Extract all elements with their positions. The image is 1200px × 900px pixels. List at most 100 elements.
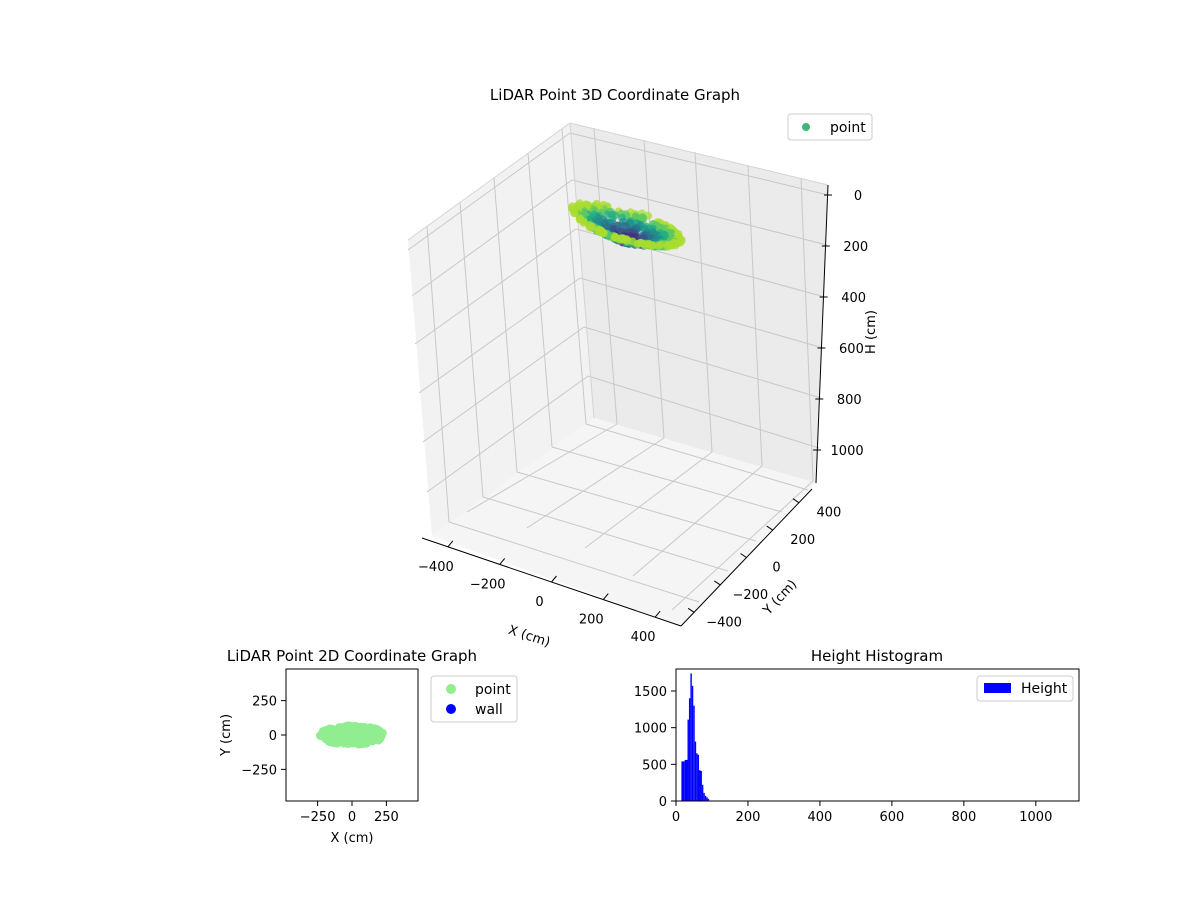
chart-3d: LiDAR Point 3D Coordinate Graph: [407, 86, 879, 651]
x-axis-label-3d: X (cm): [506, 623, 552, 651]
pane-edges: [407, 122, 829, 419]
point-3d: [663, 240, 672, 249]
y-tick-label-3d: −400: [706, 615, 742, 630]
grid-line: [422, 326, 585, 443]
point-3d: [654, 241, 663, 250]
x-tick: [499, 558, 506, 565]
grid-line: [526, 437, 665, 529]
x-tick-label-2d: 0: [348, 810, 356, 825]
point-3d: [611, 232, 620, 241]
chart-2d-title: LiDAR Point 2D Coordinate Graph: [227, 647, 477, 665]
histogram-bar: [706, 797, 708, 801]
legend-histogram: Height: [976, 675, 1074, 702]
histogram-bar: [687, 719, 689, 801]
point-3d: [596, 227, 605, 236]
legend-label-height: Height: [1021, 681, 1068, 697]
histogram-bar: [703, 792, 705, 801]
x-tick: [654, 610, 661, 618]
pane-edge: [407, 122, 571, 241]
point-2d: [351, 723, 361, 733]
z-tick-label-3d: 800: [837, 393, 862, 408]
y-tick: [766, 525, 773, 531]
z-tick-label-3d: 400: [841, 291, 866, 306]
point-3d: [633, 239, 642, 248]
legend-box: [787, 113, 873, 141]
z-tick-label-3d: 600: [839, 342, 864, 357]
point-3d: [618, 234, 627, 243]
x-tick-label-3d: −200: [470, 577, 506, 592]
y-tick-label-2d: 250: [252, 695, 277, 710]
histogram-bar: [704, 795, 707, 801]
point-2d: [337, 737, 346, 747]
histogram-bars: [681, 673, 710, 801]
y-tick: [792, 498, 800, 504]
x-tick-label-2d: 250: [374, 810, 399, 825]
x-tick-label-histogram: 200: [736, 810, 761, 825]
histogram-bar: [690, 673, 692, 801]
chart-histogram: Height Histogram 0 200 400 600 800 1000 0 500 10…: [634, 647, 1080, 825]
grid-line: [418, 277, 581, 394]
histogram-bar: [700, 770, 702, 801]
z-tick-label-3d: 1000: [831, 444, 864, 459]
pane-floor: [432, 418, 816, 626]
grid-line: [448, 521, 700, 603]
y-tick-label-3d: 200: [790, 533, 815, 548]
grid-line: [584, 451, 713, 549]
histogram-bar: [699, 770, 701, 801]
x-tick-label-histogram: 0: [672, 810, 680, 825]
grid-line: [643, 139, 665, 439]
point-2d: [362, 736, 372, 746]
y-tick: [687, 607, 695, 613]
x-tick-label-3d: 0: [535, 595, 543, 610]
chart-3d-title: LiDAR Point 3D Coordinate Graph: [490, 86, 740, 104]
chart-2d: LiDAR Point 2D Coordinate Graph −250 0 250…: [219, 647, 518, 846]
legend-3d: point: [787, 113, 873, 141]
x-tick: [447, 540, 454, 548]
legend-label-point: point: [475, 682, 511, 698]
histogram-bar: [688, 698, 691, 801]
y-tick-label-2d: −250: [241, 763, 277, 778]
x-tick-label-histogram: 600: [879, 810, 904, 825]
x-tick-label-histogram: 800: [951, 810, 976, 825]
legend-swatch-height: [984, 683, 1011, 693]
y-axis-label-2d: Y (cm): [219, 714, 234, 757]
grid-line: [671, 480, 814, 611]
y-tick-label-3d: 400: [816, 506, 841, 521]
legend-label-wall: wall: [475, 702, 503, 718]
grid-line: [747, 164, 763, 467]
histogram-bar: [694, 741, 697, 801]
ticks-3d: −400−2000200400−400−20002004000200400600…: [418, 189, 868, 645]
grid-line: [800, 177, 814, 482]
y-tick-label-histogram: 500: [642, 758, 667, 773]
point-2d: [369, 724, 379, 734]
points-2d: [316, 721, 387, 749]
legend-box: [976, 675, 1074, 702]
ticks-2d: −250 0 250 250 0 −250: [241, 695, 399, 825]
histogram-bar: [684, 759, 688, 801]
grid-line: [466, 423, 618, 513]
point-3d: [570, 209, 579, 218]
grid-line: [426, 225, 450, 523]
grid-line: [579, 277, 824, 349]
point-2d: [340, 722, 350, 732]
y-tick-label-histogram: 1500: [634, 685, 667, 700]
grid-line: [414, 228, 577, 345]
x-tick-label-3d: 400: [631, 630, 656, 645]
histogram-bar: [691, 685, 694, 801]
z-tick-label-3d: 0: [854, 189, 862, 204]
grid-line: [632, 465, 763, 577]
histogram-bar: [681, 761, 685, 801]
y-tick-label-3d: −200: [732, 588, 768, 603]
legend-label-point: point: [830, 120, 866, 136]
grid-line: [411, 179, 573, 297]
grid-line: [569, 132, 829, 196]
histogram-bar: [696, 753, 698, 801]
grid-line: [407, 132, 571, 251]
legend-marker-wall: [446, 704, 456, 714]
plot-frame-histogram: [675, 668, 1080, 802]
x-tick: [602, 593, 609, 600]
x-axis-label-2d: X (cm): [331, 831, 374, 846]
y-tick: [740, 553, 747, 558]
histogram-bar: [697, 754, 700, 801]
x-tick-label-3d: −400: [418, 560, 454, 575]
